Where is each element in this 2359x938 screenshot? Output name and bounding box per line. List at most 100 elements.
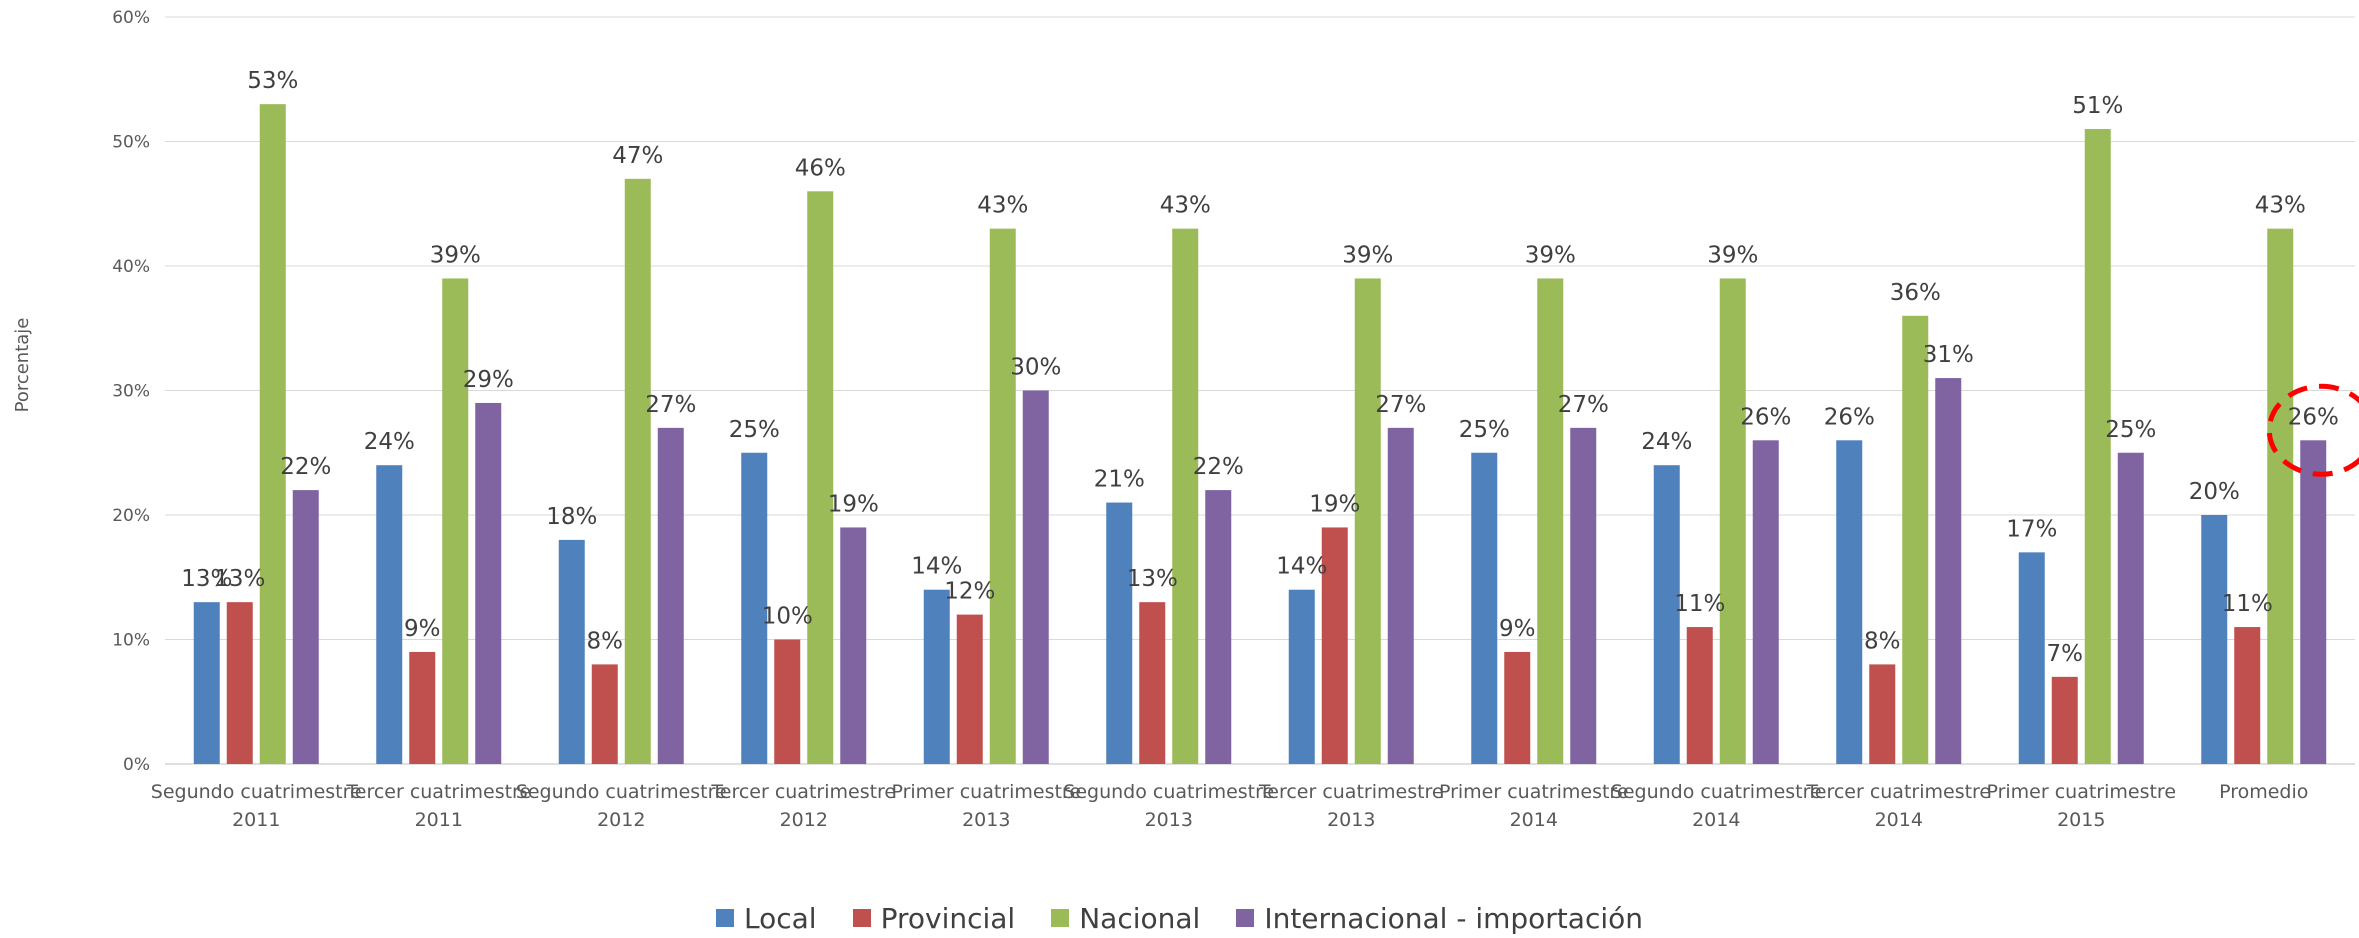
data-label: 8% [1864,628,1901,654]
data-label: 10% [762,604,813,630]
x-tick-label: 2013 [962,809,1010,831]
bar [1570,427,1597,764]
x-tick-label: Segundo cuatrimestre [1063,781,1274,803]
bar [2051,676,2078,764]
data-label: 30% [1010,355,1061,381]
x-tick-label: Tercer cuatrimestre [710,781,896,803]
bar [624,178,651,765]
legend-swatch [716,909,734,927]
data-label: 31% [1923,342,1974,368]
x-tick-label: Segundo cuatrimestre [151,781,362,803]
legend-swatch [1236,909,1255,927]
bar [475,402,502,764]
data-label: 43% [977,193,1028,219]
y-tick-label: 10% [112,631,150,651]
x-tick-label: 2012 [780,809,828,831]
legend: Local Provincial Nacional Internacional - i… [0,898,2359,938]
bar [2018,552,2045,764]
bar [259,104,286,764]
data-labels: 13%13%53%22%24%9%39%29%18%8%47%27%25%10%… [181,68,2339,667]
data-label: 39% [430,242,481,268]
bar [1022,390,1049,764]
y-tick-label: 50% [112,133,150,153]
data-label: 13% [181,566,232,592]
data-label: 11% [1674,591,1725,617]
x-tick-label: 2015 [2057,809,2105,831]
bar [2117,452,2144,764]
bar [956,614,983,764]
x-tick-label: Segundo cuatrimestre [516,781,727,803]
data-label: 46% [795,155,846,181]
bar [807,191,834,765]
data-label: 27% [1558,392,1609,418]
y-axis-ticks: 0% 10% 20% 30% 40% 50% 60% [112,8,150,775]
data-label: 26% [1740,404,1791,430]
bar [1354,278,1381,764]
legend-label: Nacional [1079,901,1201,935]
bar [2234,627,2261,764]
data-label: 14% [911,554,962,580]
x-tick-label: 2014 [1692,809,1740,831]
bar [558,539,585,764]
bar [1172,228,1199,764]
legend-swatch [852,909,871,927]
y-tick-label: 20% [112,506,150,526]
bar [2300,440,2327,764]
data-label: 7% [2047,641,2084,667]
data-label: 19% [828,491,879,517]
legend-item: Local [716,902,817,935]
bar [442,278,469,764]
bar [1537,278,1564,764]
data-label: 18% [546,504,597,530]
data-label: 8% [587,628,624,654]
x-tick-label: 2014 [1510,809,1558,831]
y-axis-label: Porcentaje [12,318,33,413]
bars [193,104,2327,765]
x-tick-label: Tercer cuatrimestre [1805,781,1991,803]
data-label: 11% [2222,591,2273,617]
bar [376,465,403,764]
bar [1719,278,1746,764]
data-label: 26% [2288,404,2339,430]
x-tick-label: 2012 [597,809,645,831]
bar [1504,651,1531,764]
bar [1902,315,1929,764]
data-label: 39% [1525,242,1576,268]
bar [774,639,801,764]
data-label: 13% [1127,566,1178,592]
x-tick-label: Promedio [2219,781,2308,803]
data-label: 36% [1890,280,1941,306]
data-label: 19% [1309,491,1360,517]
data-label: 39% [1707,242,1758,268]
data-label: 29% [463,367,514,393]
x-tick-label: 2011 [232,809,280,831]
x-tick-label: Primer cuatrimestre [891,781,1081,803]
bar [741,452,768,764]
highlight-annotation [2266,383,2359,477]
bar [923,589,950,764]
data-label: 20% [2189,479,2240,505]
x-tick-label: 2013 [1327,809,1375,831]
bar [1321,527,1348,764]
x-tick-label: Primer cuatrimestre [1439,781,1629,803]
bar [657,427,684,764]
bar [1653,465,1680,764]
data-label: 53% [247,68,298,94]
data-label: 21% [1094,467,1145,493]
legend-swatch [1051,909,1070,927]
x-tick-label: 2013 [1145,809,1193,831]
data-label: 43% [1160,193,1211,219]
data-label: 27% [1375,392,1426,418]
legend-item: Nacional [1051,902,1200,935]
bar [1106,502,1133,764]
x-tick-label: Primer cuatrimestre [1986,781,2176,803]
bar [840,527,867,764]
data-label: 12% [944,579,995,605]
bar [1387,427,1414,764]
data-label: 9% [1499,616,1536,642]
bar [1836,440,1863,764]
bar [2084,129,2111,765]
legend-label: Internacional - importación [1264,901,1643,935]
bar [1869,664,1896,764]
data-label: 25% [1459,417,1510,443]
